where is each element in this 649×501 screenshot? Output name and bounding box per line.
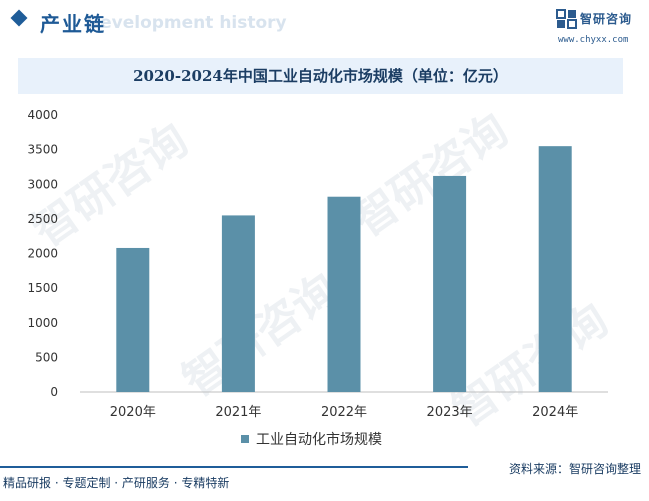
logo: 智研咨询 www.chyxx.com (556, 7, 644, 47)
y-tick-label: 2500 (27, 212, 58, 226)
bar (221, 215, 255, 392)
bar (538, 146, 572, 392)
y-tick-label: 3000 (27, 177, 58, 191)
bar (327, 196, 361, 392)
y-tick-label: 0 (50, 385, 58, 399)
section-title: 产业链 (40, 12, 106, 36)
section-ghost-text: Development history (86, 13, 287, 33)
footer-tagline: 精品研报 · 专题定制 · 产研服务 · 专精特新 (3, 476, 230, 490)
x-tick-label: 2021年 (215, 405, 261, 420)
bar (433, 175, 467, 392)
legend-label: 工业自动化市场规模 (256, 431, 382, 448)
legend-swatch (241, 435, 249, 443)
logo-icon (556, 9, 577, 29)
y-tick-label: 1000 (27, 316, 58, 330)
footer-source: 资料来源：智研咨询整理 (508, 462, 641, 476)
x-tick-label: 2022年 (321, 405, 367, 420)
y-tick-label: 1500 (27, 281, 58, 295)
chart-title-bar: 2020-2024年中国工业自动化市场规模（单位：亿元） (18, 58, 623, 94)
header: Development history 产业链 智研咨询 www.chyxx.c… (0, 0, 649, 48)
y-tick-label: 3500 (27, 143, 58, 157)
logo-name: 智研咨询 (580, 12, 633, 26)
bar (116, 247, 150, 392)
x-tick-label: 2023年 (427, 405, 473, 420)
x-tick-label: 2020年 (110, 405, 156, 420)
chart-title: 2020-2024年中国工业自动化市场规模（单位：亿元） (133, 67, 508, 85)
x-tick-label: 2024年 (532, 405, 578, 420)
y-tick-label: 2000 (27, 247, 58, 261)
y-tick-label: 500 (35, 350, 58, 364)
logo-url: www.chyxx.com (558, 35, 629, 45)
y-tick-label: 4000 (27, 108, 58, 122)
footer-divider (0, 466, 468, 468)
